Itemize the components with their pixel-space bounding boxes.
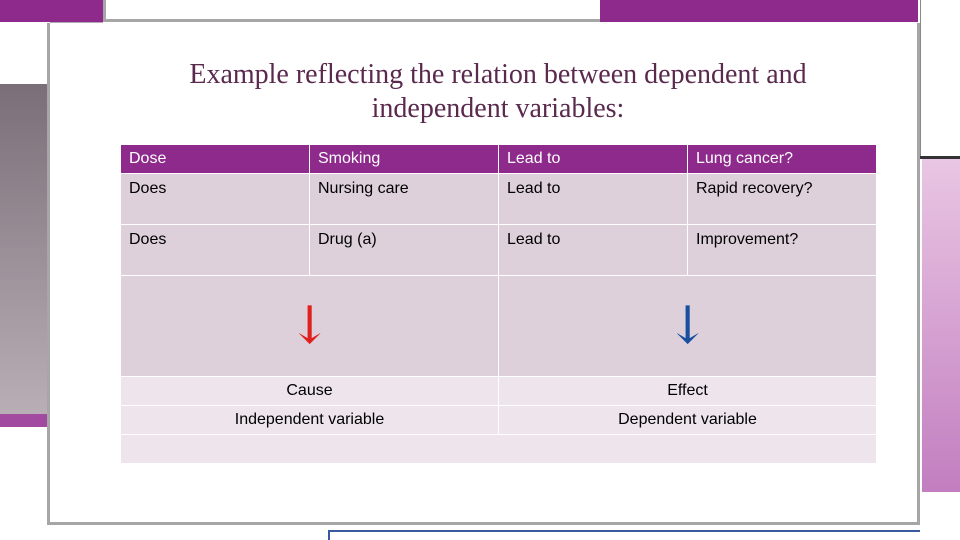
down-arrow-icon: ↓	[287, 296, 332, 356]
top-right-purple-bar	[600, 0, 918, 22]
empty-row	[120, 434, 877, 464]
variable-type-row: Independent variable Dependent variable	[120, 405, 877, 435]
slide-title: Example reflecting the relation between …	[189, 59, 807, 124]
header-cell: Dose	[120, 144, 310, 174]
table-cell: Improvement?	[687, 224, 877, 276]
cause-arrow-cell: ↓	[120, 275, 499, 377]
header-cell: Smoking	[309, 144, 499, 174]
independent-variable-label: Independent variable	[120, 405, 499, 435]
table-cell: Lead to	[498, 224, 688, 276]
arrow-row: ↓ ↓	[120, 275, 877, 377]
right-dark-line	[920, 156, 960, 159]
cause-label: Cause	[120, 376, 499, 406]
dependent-variable-label: Dependent variable	[498, 405, 877, 435]
right-pink-column	[922, 159, 960, 492]
empty-cell	[120, 434, 877, 464]
left-gray-column	[0, 84, 47, 414]
table-cell: Does	[120, 224, 310, 276]
effect-label: Effect	[498, 376, 877, 406]
table-cell: Lead to	[498, 173, 688, 225]
table-row: Does Drug (a) Lead to Improvement?	[120, 224, 877, 276]
table-cell: Drug (a)	[309, 224, 499, 276]
header-cell: Lead to	[498, 144, 688, 174]
effect-arrow-cell: ↓	[498, 275, 877, 377]
header-cell: Lung cancer?	[687, 144, 877, 174]
right-upper-line	[920, 0, 960, 156]
frame-bottom-line	[47, 522, 920, 525]
table-row: Does Nursing care Lead to Rapid recovery…	[120, 173, 877, 225]
table-cell: Nursing care	[309, 173, 499, 225]
table-cell: Does	[120, 173, 310, 225]
cause-effect-row: Cause Effect	[120, 376, 877, 406]
variables-table: Dose Smoking Lead to Lung cancer? Does N…	[120, 144, 877, 464]
bottom-blue-line	[328, 530, 920, 540]
left-purple-tick	[0, 414, 47, 427]
table-header-row: Dose Smoking Lead to Lung cancer?	[120, 144, 877, 174]
top-line	[103, 0, 600, 22]
table-cell: Rapid recovery?	[687, 173, 877, 225]
down-arrow-icon: ↓	[665, 296, 710, 356]
top-left-purple-bar	[0, 0, 103, 22]
